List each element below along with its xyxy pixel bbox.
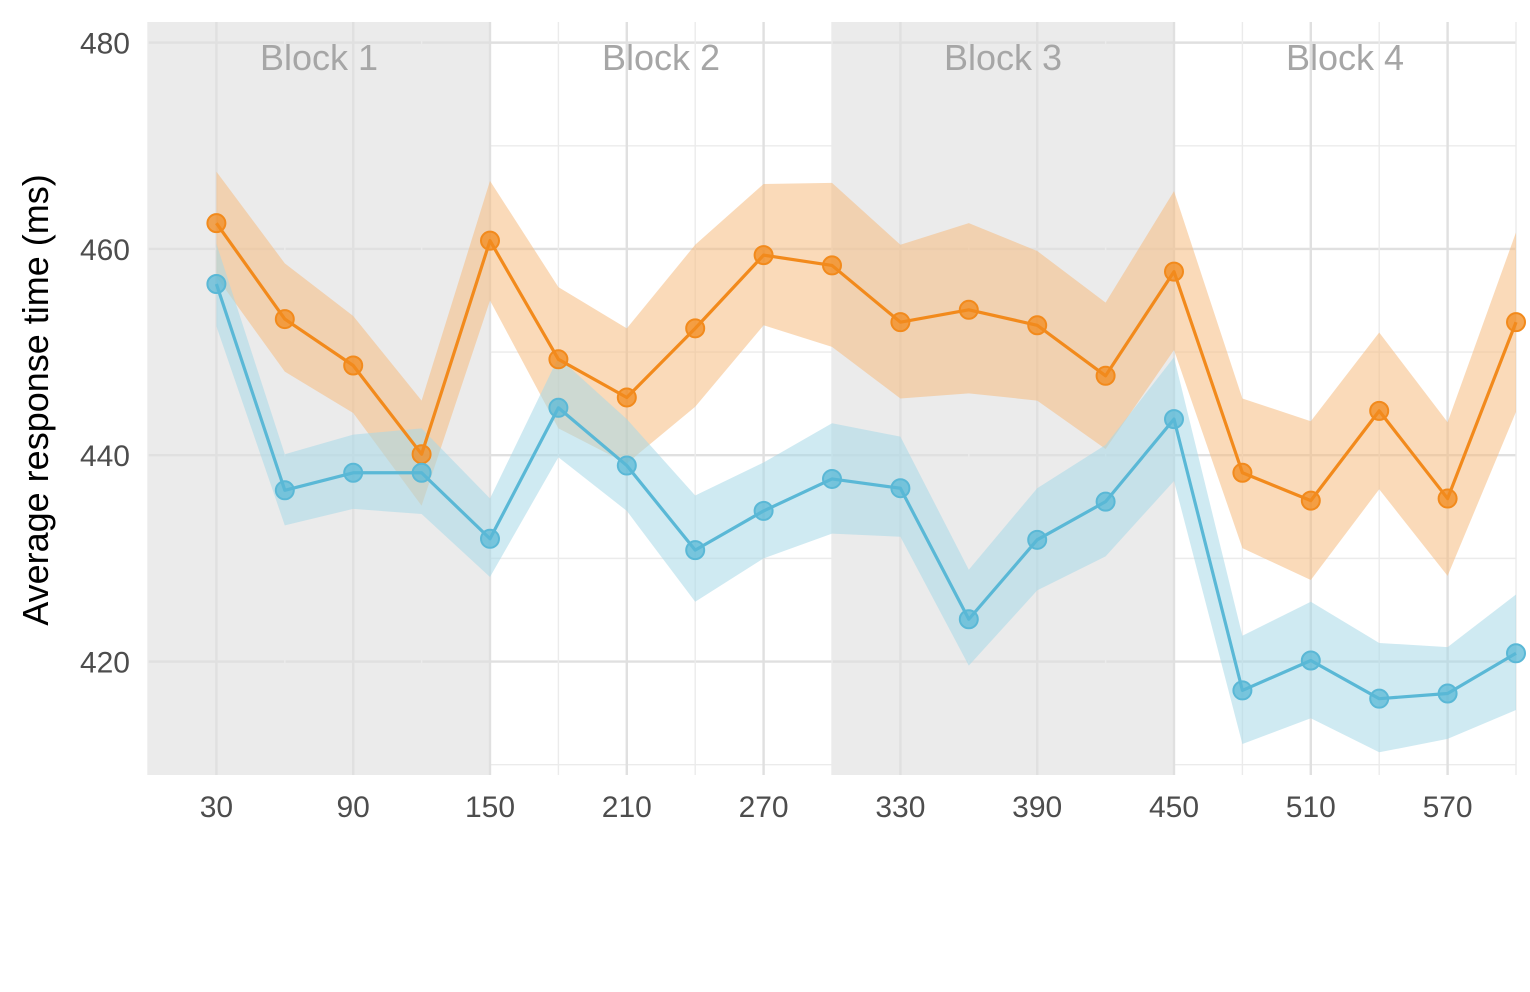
data-point-s1 bbox=[548, 349, 569, 370]
data-point-s1 bbox=[616, 387, 637, 408]
confidence-band-2 bbox=[216, 243, 1516, 753]
x-tick-label: 510 bbox=[1286, 791, 1336, 824]
x-tick-label: 150 bbox=[465, 791, 515, 824]
series-points bbox=[206, 213, 1526, 709]
y-tick-label: 440 bbox=[80, 440, 130, 473]
data-point-s2 bbox=[1027, 529, 1048, 550]
series-line-2 bbox=[214, 283, 1517, 701]
data-point-s1 bbox=[1095, 365, 1116, 386]
block-label-1: Block 1 bbox=[260, 37, 378, 78]
data-point-s1 bbox=[1300, 490, 1321, 511]
data-point-s2 bbox=[274, 480, 295, 501]
series-lines bbox=[214, 222, 1518, 701]
y-axis-ticks: 420 440 460 480 bbox=[80, 28, 130, 680]
confidence-band-1 bbox=[216, 171, 1516, 581]
data-point-s2 bbox=[1095, 491, 1116, 512]
data-point-s2 bbox=[822, 468, 842, 489]
block-label-3: Block 3 bbox=[944, 37, 1062, 78]
data-point-s2 bbox=[1300, 650, 1321, 671]
data-point-s1 bbox=[1506, 312, 1526, 333]
data-point-s1 bbox=[206, 213, 227, 234]
data-point-s1 bbox=[1369, 400, 1390, 421]
x-tick-label: 450 bbox=[1149, 791, 1199, 824]
block-label-4: Block 4 bbox=[1286, 37, 1404, 78]
data-point-s1 bbox=[411, 444, 432, 465]
data-point-s1 bbox=[753, 245, 774, 266]
data-point-s2 bbox=[1437, 683, 1458, 704]
data-point-s1 bbox=[1232, 462, 1253, 483]
block-labels: Block 1 Block 2 Block 3 Block 4 bbox=[260, 37, 1404, 78]
data-point-s2 bbox=[411, 462, 432, 483]
data-point-s1 bbox=[343, 355, 364, 376]
x-tick-label: 210 bbox=[602, 791, 652, 824]
data-point-s1 bbox=[685, 318, 706, 339]
x-tick-label: 30 bbox=[200, 791, 233, 824]
data-point-s2 bbox=[1164, 409, 1184, 430]
y-axis-label: Average response time (ms) bbox=[15, 174, 56, 626]
data-point-s2 bbox=[1506, 643, 1526, 664]
x-tick-label: 330 bbox=[875, 791, 925, 824]
y-tick-label: 420 bbox=[80, 647, 130, 680]
data-point-s2 bbox=[548, 397, 569, 418]
x-tick-label: 270 bbox=[739, 791, 789, 824]
data-point-s2 bbox=[480, 528, 500, 549]
data-point-s2 bbox=[753, 500, 774, 521]
data-point-s2 bbox=[616, 455, 637, 476]
y-tick-label: 460 bbox=[80, 234, 130, 267]
data-point-s1 bbox=[1437, 488, 1458, 509]
series-line-1 bbox=[215, 222, 1518, 503]
data-point-s2 bbox=[890, 478, 911, 499]
data-point-s1 bbox=[822, 255, 842, 276]
data-point-s2 bbox=[958, 609, 979, 630]
data-point-s2 bbox=[1232, 680, 1253, 701]
data-point-s1 bbox=[958, 299, 979, 320]
data-point-s1 bbox=[274, 309, 295, 330]
data-point-s2 bbox=[1369, 688, 1390, 709]
x-tick-label: 390 bbox=[1012, 791, 1062, 824]
confidence-bands bbox=[216, 171, 1516, 753]
x-tick-label: 90 bbox=[337, 791, 370, 824]
block-label-2: Block 2 bbox=[602, 37, 720, 78]
data-point-s1 bbox=[1027, 315, 1048, 336]
data-point-s2 bbox=[685, 540, 706, 561]
data-point-s1 bbox=[890, 312, 911, 333]
data-point-s1 bbox=[480, 230, 500, 251]
data-point-s1 bbox=[1164, 261, 1184, 282]
data-point-s2 bbox=[206, 274, 227, 295]
y-tick-label: 480 bbox=[80, 28, 130, 61]
x-tick-label: 570 bbox=[1423, 791, 1473, 824]
data-point-s2 bbox=[343, 462, 364, 483]
x-axis-ticks: 30 90 150 210 270 330 390 450 510 570 bbox=[200, 791, 1473, 824]
